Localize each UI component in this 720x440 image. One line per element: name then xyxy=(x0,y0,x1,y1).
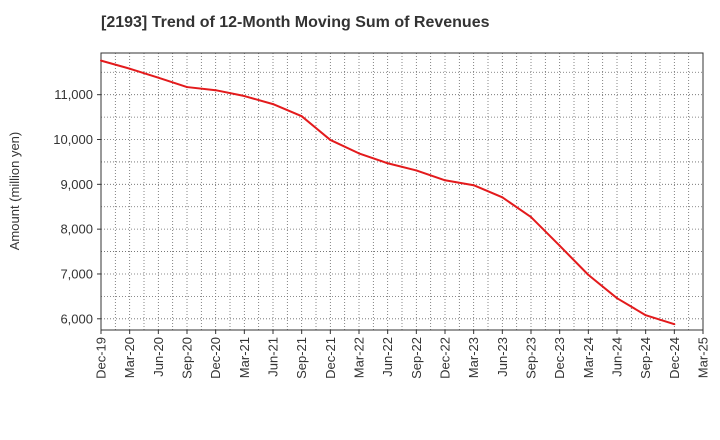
y-axis-title: Amount (million yen) xyxy=(7,132,22,251)
y-axis: 6,000 7,000 8,000 9,000 10,000 11,000 xyxy=(53,87,101,326)
x-tick-label: Jun-22 xyxy=(380,337,395,377)
x-tick-label: Sep-23 xyxy=(524,337,539,379)
y-tick-label: 7,000 xyxy=(60,266,93,281)
plot-area xyxy=(100,52,704,331)
x-tick-label: Dec-21 xyxy=(323,337,338,379)
data-point xyxy=(157,76,160,79)
data-point xyxy=(329,138,332,141)
x-tick-label: Mar-21 xyxy=(237,337,252,378)
data-point xyxy=(673,323,676,326)
x-tick-label: Sep-21 xyxy=(294,337,309,379)
data-point xyxy=(386,162,389,165)
data-point xyxy=(501,196,504,199)
data-point xyxy=(358,152,360,155)
data-point xyxy=(243,95,246,98)
x-tick-label: Jun-24 xyxy=(610,337,625,377)
x-tick-label: Mar-25 xyxy=(696,337,711,378)
data-point xyxy=(128,67,131,70)
x-tick-label: Mar-23 xyxy=(466,337,481,378)
data-point xyxy=(444,179,446,182)
x-tick-label: Dec-20 xyxy=(208,337,223,379)
data-point xyxy=(472,184,475,187)
x-axis: Dec-19 Mar-20 Jun-20 Sep-20 Dec-20 Mar-21 Jun-… xyxy=(94,330,711,379)
data-point xyxy=(186,86,188,89)
data-point xyxy=(530,216,532,219)
x-tick-label: Dec-24 xyxy=(667,337,682,379)
x-tick-label: Mar-24 xyxy=(581,337,596,378)
data-point xyxy=(272,103,274,106)
y-tick-label: 8,000 xyxy=(60,222,93,237)
data-point xyxy=(415,169,418,172)
x-tick-label: Sep-24 xyxy=(638,337,653,379)
data-point xyxy=(214,89,217,92)
x-tick-label: Dec-23 xyxy=(552,337,567,379)
y-tick-label: 6,000 xyxy=(60,311,93,326)
series-group xyxy=(100,59,676,326)
y-tick-label: 9,000 xyxy=(60,177,93,192)
data-point xyxy=(616,297,618,300)
data-point xyxy=(644,314,647,317)
grid-lines xyxy=(101,53,703,330)
x-tick-label: Dec-19 xyxy=(94,337,109,379)
x-tick-label: Jun-23 xyxy=(495,337,510,377)
x-tick-label: Jun-20 xyxy=(151,337,166,377)
y-tick-label: 10,000 xyxy=(53,132,93,147)
x-tick-label: Mar-20 xyxy=(122,337,137,378)
data-point xyxy=(100,59,102,62)
x-tick-label: Sep-20 xyxy=(180,337,195,379)
x-tick-label: Sep-22 xyxy=(409,337,424,379)
chart-title: [2193] Trend of 12-Month Moving Sum of R… xyxy=(101,14,490,31)
data-point xyxy=(587,273,590,276)
x-tick-label: Mar-22 xyxy=(352,337,367,378)
x-tick-label: Jun-21 xyxy=(266,337,281,377)
y-tick-label: 11,000 xyxy=(54,87,93,102)
data-point xyxy=(558,244,561,247)
data-point xyxy=(300,115,303,118)
x-tick-label: Dec-22 xyxy=(438,337,453,379)
